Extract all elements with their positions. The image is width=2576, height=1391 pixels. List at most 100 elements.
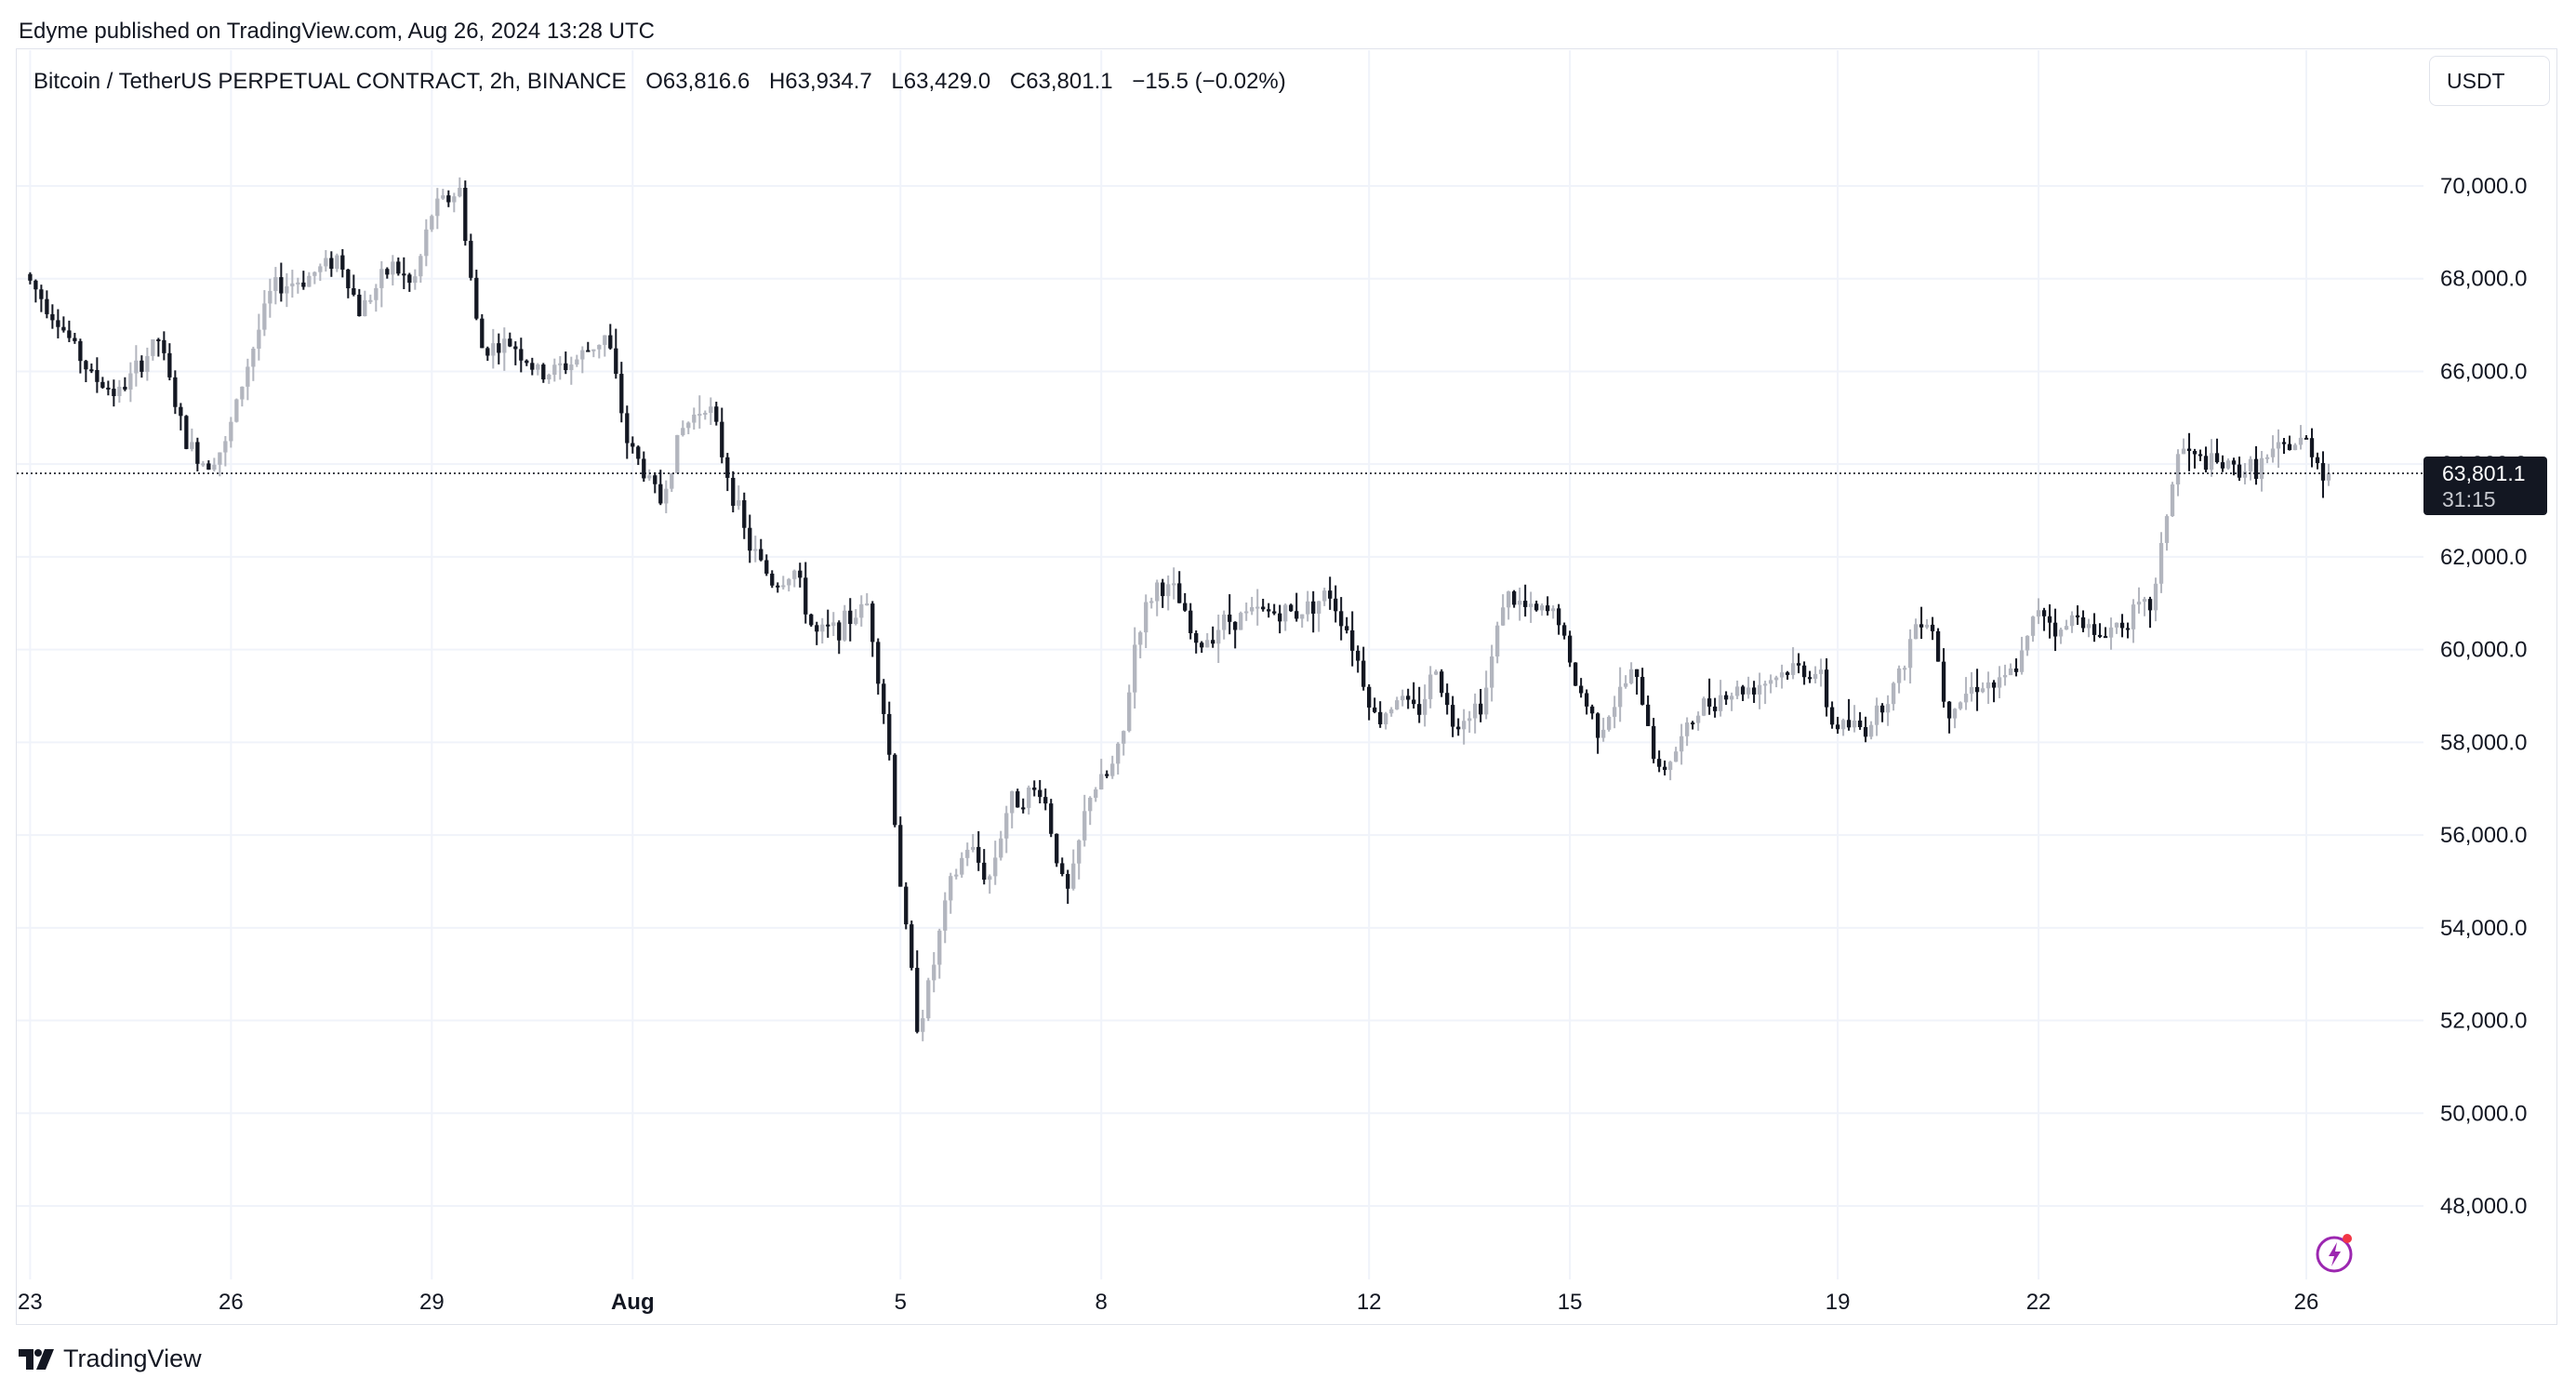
tradingview-logo[interactable]: TradingView (19, 1345, 202, 1373)
candle-body (2080, 616, 2086, 629)
candle-body (1451, 705, 1455, 727)
candle-body (2047, 616, 2052, 623)
candle-body (1133, 644, 1137, 693)
candle-body (569, 364, 574, 371)
candle-body (1345, 626, 1349, 630)
candle-body (268, 290, 272, 304)
candle-body (368, 299, 373, 302)
time-tick-label: 8 (1095, 1290, 1108, 1315)
candle-body (1718, 695, 1723, 711)
horizontal-gridlines (17, 185, 2423, 1207)
candle-body (1127, 692, 1132, 732)
candle-body (686, 422, 691, 429)
candle-body (1561, 625, 1567, 636)
candle-body (1779, 672, 1785, 678)
candle-body (1729, 696, 1734, 700)
price-tick-label: 60,000.0 (2440, 638, 2527, 663)
candle-body (2114, 622, 2119, 628)
candle-body (285, 285, 289, 294)
price-tick-label: 58,000.0 (2440, 730, 2527, 755)
candle-body (1885, 704, 1891, 713)
candle-body (2025, 635, 2030, 651)
candle-body (865, 603, 870, 606)
candle-body (1517, 601, 1522, 605)
candle-body (564, 363, 568, 371)
candle-body (647, 475, 652, 479)
candle-body (882, 683, 886, 714)
candle-body (45, 298, 49, 314)
candle-body (1874, 705, 1879, 725)
candle-body (1155, 582, 1160, 602)
candle-body (257, 329, 261, 349)
candle-body (379, 269, 384, 288)
candle-body (1879, 705, 1885, 713)
chart-pane[interactable] (16, 48, 2557, 1325)
candle-body (703, 413, 708, 416)
candle-body (530, 363, 535, 370)
candle-body (1751, 687, 1757, 695)
candle-body (631, 443, 635, 447)
candle-body (1434, 671, 1439, 675)
time-tick-label: 15 (1558, 1290, 1583, 1315)
candle-body (1868, 724, 1874, 737)
candle-body (61, 326, 66, 331)
candle-body (491, 343, 496, 356)
candle-body (1440, 671, 1444, 694)
candle-body (1667, 762, 1673, 771)
candle-body (887, 713, 892, 755)
candle-body (1378, 711, 1383, 724)
candle-body (999, 838, 1003, 858)
candle-body (179, 406, 183, 417)
candle-body (1389, 709, 1394, 714)
candle-body (932, 964, 936, 981)
candle-body (106, 387, 111, 390)
candle-body (396, 261, 401, 274)
candle-body (2097, 634, 2103, 637)
price-tick-label: 66,000.0 (2440, 359, 2527, 384)
candle-body (2125, 628, 2131, 630)
vertical-gridlines (29, 50, 2308, 1279)
candle-body (1785, 672, 1790, 675)
candle-body (586, 350, 591, 352)
candle-body (636, 446, 641, 459)
candle-body (1812, 673, 1818, 680)
ohlc-open: O63,816.6 (645, 69, 750, 94)
currency-button[interactable]: USDT (2429, 56, 2550, 106)
candle-body (2075, 615, 2080, 617)
candle-body (1066, 873, 1070, 889)
candle-body (1690, 722, 1695, 725)
candle-body (1840, 720, 1846, 730)
candle-body (1339, 611, 1344, 627)
candle-body (826, 624, 830, 627)
time-tick-label: 22 (2026, 1290, 2052, 1315)
candle-body (1985, 682, 1991, 689)
candle-body (2253, 458, 2259, 479)
symbol-description[interactable]: Bitcoin / TetherUS PERPETUAL CONTRACT, 2… (33, 69, 627, 94)
candle-body (1283, 604, 1288, 622)
candle-body (167, 352, 172, 378)
candle-body (1500, 607, 1506, 626)
candle-body (2298, 437, 2304, 445)
candle-body (430, 216, 434, 230)
candle-body (1060, 863, 1065, 874)
candle-body (446, 195, 451, 203)
symbol-legend: Bitcoin / TetherUS PERPETUAL CONTRACT, 2… (33, 69, 1299, 95)
candle-body (1105, 774, 1109, 776)
candle-body (497, 343, 501, 353)
bolt-icon[interactable] (2314, 1230, 2358, 1275)
price-axis: 48,000.0 50,000.0 52,000.0 54,000.0 56,000.0… (2440, 174, 2527, 1219)
candle-body (692, 414, 697, 423)
candle-body (2041, 610, 2047, 616)
candle-body (1021, 807, 1026, 810)
candle-body (1043, 797, 1048, 804)
candle-body (904, 886, 909, 925)
candle-body (2237, 464, 2242, 478)
candle-body (2292, 444, 2298, 451)
ohlc-low: L63,429.0 (891, 69, 991, 94)
price-tick-label: 62,000.0 (2440, 545, 2527, 570)
candle-body (1617, 686, 1623, 708)
candle-body (1600, 729, 1606, 738)
candle-body (2304, 437, 2309, 440)
candle-body (184, 416, 189, 449)
